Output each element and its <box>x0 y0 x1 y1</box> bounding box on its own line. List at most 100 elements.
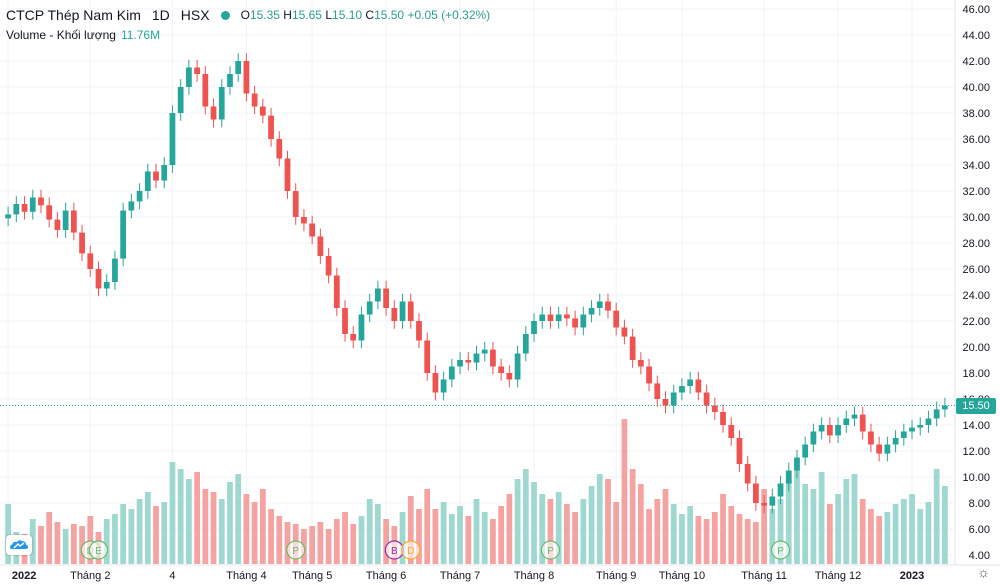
candle-body <box>843 418 850 425</box>
volume-bar <box>679 514 685 564</box>
volume-bar <box>218 499 225 564</box>
candle-body <box>818 425 825 432</box>
volume-bar <box>424 489 431 564</box>
volume-bar <box>547 499 554 564</box>
volume-bar <box>925 502 932 564</box>
volume-bar <box>744 519 751 564</box>
candle-body <box>909 427 915 432</box>
candle-body <box>432 373 439 393</box>
y-tick-label: 14.00 <box>962 420 990 432</box>
volume-bar <box>720 494 726 564</box>
x-tick-label: Tháng 11 <box>741 570 787 582</box>
candle-body <box>687 379 694 386</box>
volume-bar <box>670 504 677 564</box>
volume-bar <box>580 499 587 564</box>
candle-body <box>309 223 316 237</box>
volume-bar <box>942 486 948 564</box>
candle-body <box>79 232 85 254</box>
volume-bar <box>169 462 176 564</box>
volume-bar <box>769 509 776 564</box>
volume-bar <box>46 512 53 564</box>
volume-bar <box>29 519 36 564</box>
candle-body <box>128 201 135 211</box>
y-tick-label: 40.00 <box>962 82 990 94</box>
volume-bar <box>596 474 603 564</box>
x-tick-label: 2022 <box>12 570 36 582</box>
volume-bar <box>325 529 332 564</box>
volume-bar <box>851 474 858 564</box>
candle-body <box>580 314 587 328</box>
volume-bar <box>276 516 283 564</box>
candle-body <box>736 438 743 464</box>
candle-body <box>366 301 373 315</box>
volume-label[interactable]: Volume - Khối lượng <box>6 28 116 42</box>
volume-bar <box>835 494 841 564</box>
candle-body <box>284 158 291 191</box>
interval-label[interactable]: 1D <box>151 7 170 23</box>
volume-bar <box>695 516 702 564</box>
candle-body <box>325 256 332 276</box>
candle-body <box>933 409 940 419</box>
candle-body <box>810 431 817 445</box>
volume-bar <box>802 484 809 564</box>
candle-body <box>884 444 891 454</box>
candle-body <box>391 308 398 321</box>
candle-body <box>744 464 751 484</box>
volume-bar <box>473 499 480 564</box>
volume-bar <box>711 512 718 564</box>
candle-body <box>802 444 809 458</box>
candle-body <box>136 191 143 202</box>
volume-bar <box>227 482 233 564</box>
volume-bar <box>876 516 883 564</box>
candle-body <box>711 405 718 412</box>
candle-body <box>514 353 521 380</box>
y-tick-label: 30.00 <box>962 212 990 224</box>
candle-body <box>859 414 866 432</box>
candle-body <box>481 349 488 354</box>
volume-bar <box>309 526 316 564</box>
candle-body <box>753 483 759 503</box>
volume-bar <box>654 499 661 564</box>
volume-bar <box>457 506 463 564</box>
y-tick-label: 8.00 <box>969 498 990 510</box>
symbol-title[interactable]: CTCP Thép Nam Kim <box>6 7 141 23</box>
candle-body <box>629 336 636 360</box>
event-marker <box>540 540 561 560</box>
x-tick-label: 4 <box>169 570 175 582</box>
candle-body <box>785 470 792 484</box>
event-marker-label: B <box>391 546 398 557</box>
market-status-dot <box>220 10 230 20</box>
candle-body <box>522 334 529 354</box>
volume-bar <box>194 472 200 564</box>
volume-bar <box>917 509 924 564</box>
candle-body <box>29 197 36 212</box>
gear-icon[interactable]: ☼ <box>977 564 990 580</box>
candle-body <box>169 113 176 165</box>
candle-body <box>605 301 611 311</box>
y-tick-label: 6.00 <box>969 524 990 536</box>
volume-bar <box>506 494 513 564</box>
candle-body <box>613 310 620 328</box>
cloud-logo-icon[interactable] <box>6 535 32 555</box>
candle-body <box>38 197 44 206</box>
candle-body <box>13 204 20 215</box>
volume-bar <box>572 512 578 564</box>
volume-bar <box>761 489 767 564</box>
volume-bar <box>522 469 529 564</box>
volume-bar <box>753 522 759 564</box>
candle-body <box>769 496 776 506</box>
candle-body <box>728 425 735 438</box>
candle-body <box>506 373 513 380</box>
volume-bar <box>432 509 439 564</box>
volume-bar <box>703 519 710 564</box>
candle-body <box>473 353 480 363</box>
volume-bar <box>498 506 505 564</box>
candle-body <box>424 340 431 373</box>
volume-bar <box>284 522 291 564</box>
x-tick-label: Tháng 12 <box>815 570 861 582</box>
volume-bar <box>909 494 915 564</box>
volume-bar <box>728 506 735 564</box>
volume-bar <box>868 509 874 564</box>
candle-body <box>161 165 168 181</box>
x-tick-label: Tháng 10 <box>659 570 705 582</box>
